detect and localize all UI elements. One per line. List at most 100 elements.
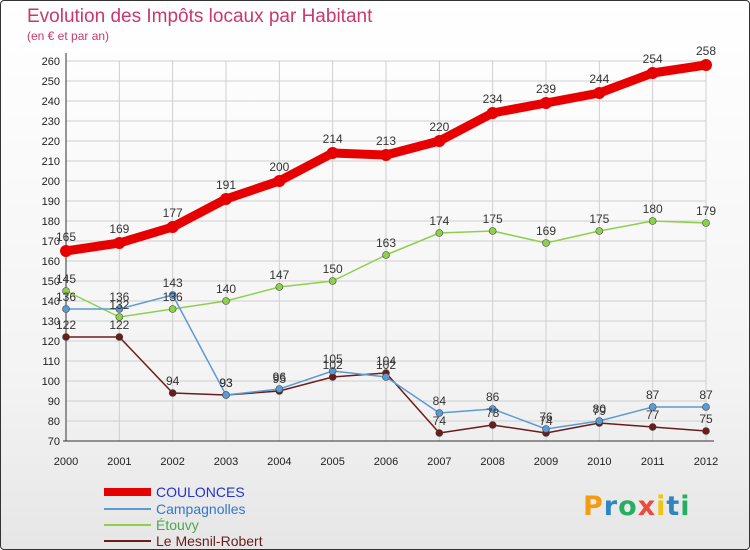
data-label: 79 — [593, 404, 607, 418]
data-label: 122 — [109, 318, 129, 332]
data-label: 132 — [109, 298, 129, 312]
data-label: 165 — [56, 230, 76, 244]
logo-letter: P — [583, 491, 604, 522]
data-label: 86 — [486, 390, 500, 404]
y-tick-label: 230 — [42, 116, 60, 128]
y-tick-label: 190 — [42, 196, 60, 208]
data-label: 93 — [219, 376, 233, 390]
data-point — [542, 239, 550, 247]
logo-letter: i — [656, 491, 667, 522]
data-point — [115, 313, 124, 321]
data-point — [648, 403, 657, 411]
data-point — [326, 147, 339, 159]
logo-letter: x — [637, 491, 657, 522]
x-tick-label: 2009 — [534, 456, 558, 468]
logo-letter: t — [666, 491, 681, 522]
data-label: 213 — [376, 134, 396, 148]
x-tick-label: 2011 — [641, 456, 665, 468]
y-tick-label: 100 — [42, 376, 60, 388]
proxiti-logo: Proxiti — [583, 491, 691, 522]
x-tick-label: 2007 — [427, 456, 451, 468]
data-point — [380, 149, 392, 161]
x-tick-label: 2006 — [374, 456, 398, 468]
data-label: 136 — [109, 290, 129, 304]
data-point — [222, 391, 230, 399]
data-point — [702, 427, 710, 435]
data-label: 87 — [646, 388, 660, 402]
data-label: 143 — [163, 276, 183, 290]
data-point — [648, 423, 657, 431]
data-point — [328, 367, 337, 375]
data-point — [542, 425, 550, 433]
data-point — [220, 193, 232, 205]
data-label: 75 — [699, 412, 713, 426]
data-point — [115, 305, 124, 313]
data-label: 200 — [269, 160, 289, 174]
data-label: 177 — [163, 206, 183, 220]
x-tick-label: 2005 — [320, 456, 344, 468]
data-label: 105 — [323, 352, 343, 366]
data-label: 145 — [56, 272, 76, 286]
data-point — [273, 175, 286, 187]
data-point — [700, 59, 712, 71]
data-point — [648, 217, 657, 225]
data-label: 191 — [216, 178, 236, 192]
data-label: 95 — [273, 372, 287, 386]
legend-label: Le Mesnil-Robert — [156, 533, 263, 549]
legend-label: Campagnolles — [156, 501, 246, 517]
data-label: 77 — [646, 408, 660, 422]
y-tick-label: 90 — [48, 396, 60, 408]
data-label: 104 — [376, 354, 396, 368]
y-tick-label: 110 — [42, 356, 60, 368]
data-label: 179 — [696, 204, 716, 218]
data-point — [115, 333, 124, 341]
data-label: 163 — [376, 236, 396, 250]
data-label: 94 — [166, 374, 180, 388]
y-tick-label: 130 — [42, 316, 60, 328]
data-point — [168, 291, 177, 299]
data-label: 180 — [643, 202, 663, 216]
data-point — [595, 417, 604, 425]
data-label: 93 — [219, 376, 233, 390]
data-point — [166, 221, 179, 233]
data-point — [488, 405, 497, 413]
data-point — [113, 237, 126, 249]
y-tick-label: 180 — [42, 216, 60, 228]
data-point — [62, 333, 70, 341]
data-label: 150 — [323, 262, 343, 276]
x-tick-label: 2001 — [107, 456, 131, 468]
y-tick-label: 70 — [48, 436, 60, 448]
data-label: 122 — [56, 318, 76, 332]
grid-lines — [65, 60, 707, 442]
x-tick-label: 2004 — [267, 456, 291, 468]
x-tick-label: 2012 — [694, 456, 718, 468]
y-tick-label: 260 — [42, 56, 60, 68]
data-label: 102 — [376, 358, 396, 372]
data-point — [62, 305, 70, 313]
data-label: 234 — [483, 92, 503, 106]
data-point — [168, 389, 177, 397]
data-label: 78 — [486, 406, 500, 420]
data-point — [540, 97, 552, 109]
data-point — [382, 251, 390, 259]
data-point — [435, 229, 444, 237]
data-label: 74 — [433, 414, 447, 428]
logo-letter: r — [603, 491, 619, 522]
y-tick-label: 220 — [42, 136, 60, 148]
chart-title: Evolution des Impôts locaux par Habitant — [27, 6, 373, 27]
x-tick-label: 2000 — [54, 456, 78, 468]
data-label: 239 — [536, 82, 556, 96]
data-point — [62, 287, 70, 295]
y-tick-label: 170 — [42, 236, 60, 248]
data-point — [60, 245, 72, 257]
data-point — [275, 385, 284, 393]
chart-subtitle: (en € et par an) — [27, 29, 110, 43]
x-tick-label: 2002 — [160, 456, 184, 468]
data-point — [435, 409, 444, 417]
data-label: 136 — [163, 290, 183, 304]
data-point — [328, 277, 337, 285]
